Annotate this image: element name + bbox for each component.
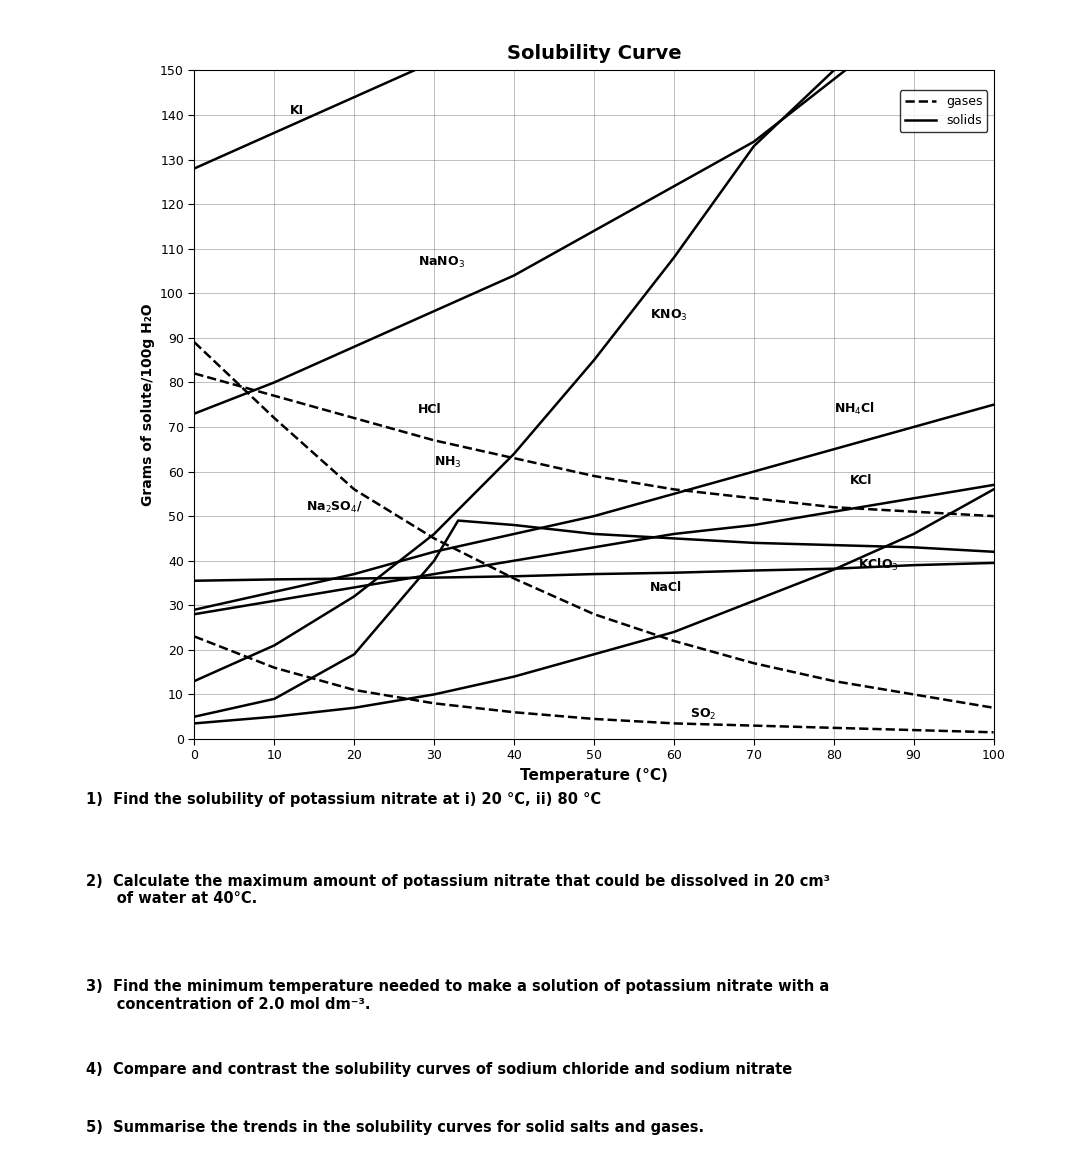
Text: 3)  Find the minimum temperature needed to make a solution of potassium nitrate : 3) Find the minimum temperature needed t… [86,979,829,1012]
Text: 5)  Summarise the trends in the solubility curves for solid salts and gases.: 5) Summarise the trends in the solubilit… [86,1120,704,1135]
Text: Na$_2$SO$_4$/: Na$_2$SO$_4$/ [307,500,364,515]
Text: KNO$_3$: KNO$_3$ [650,308,688,323]
Text: NaCl: NaCl [650,581,683,594]
Text: NH$_3$: NH$_3$ [434,455,462,470]
Text: SO$_2$: SO$_2$ [690,707,716,723]
Text: 1)  Find the solubility of potassium nitrate at i) 20 °C, ii) 80 °C: 1) Find the solubility of potassium nitr… [86,792,602,807]
Text: HCl: HCl [418,402,442,415]
Text: 2)  Calculate the maximum amount of potassium nitrate that could be dissolved in: 2) Calculate the maximum amount of potas… [86,874,831,907]
Text: 4)  Compare and contrast the solubility curves of sodium chloride and sodium nit: 4) Compare and contrast the solubility c… [86,1062,793,1077]
Text: KI: KI [291,104,305,117]
Text: NaNO$_3$: NaNO$_3$ [418,255,465,270]
Legend: gases, solids: gases, solids [900,90,987,133]
Title: Solubility Curve: Solubility Curve [507,45,681,63]
X-axis label: Temperature (°C): Temperature (°C) [521,768,667,782]
Text: NH$_4$Cl: NH$_4$Cl [834,401,875,418]
Y-axis label: Grams of solute/100g H₂O: Grams of solute/100g H₂O [140,304,154,506]
Text: KCl: KCl [850,474,873,487]
Text: KClO$_3$: KClO$_3$ [858,557,899,574]
